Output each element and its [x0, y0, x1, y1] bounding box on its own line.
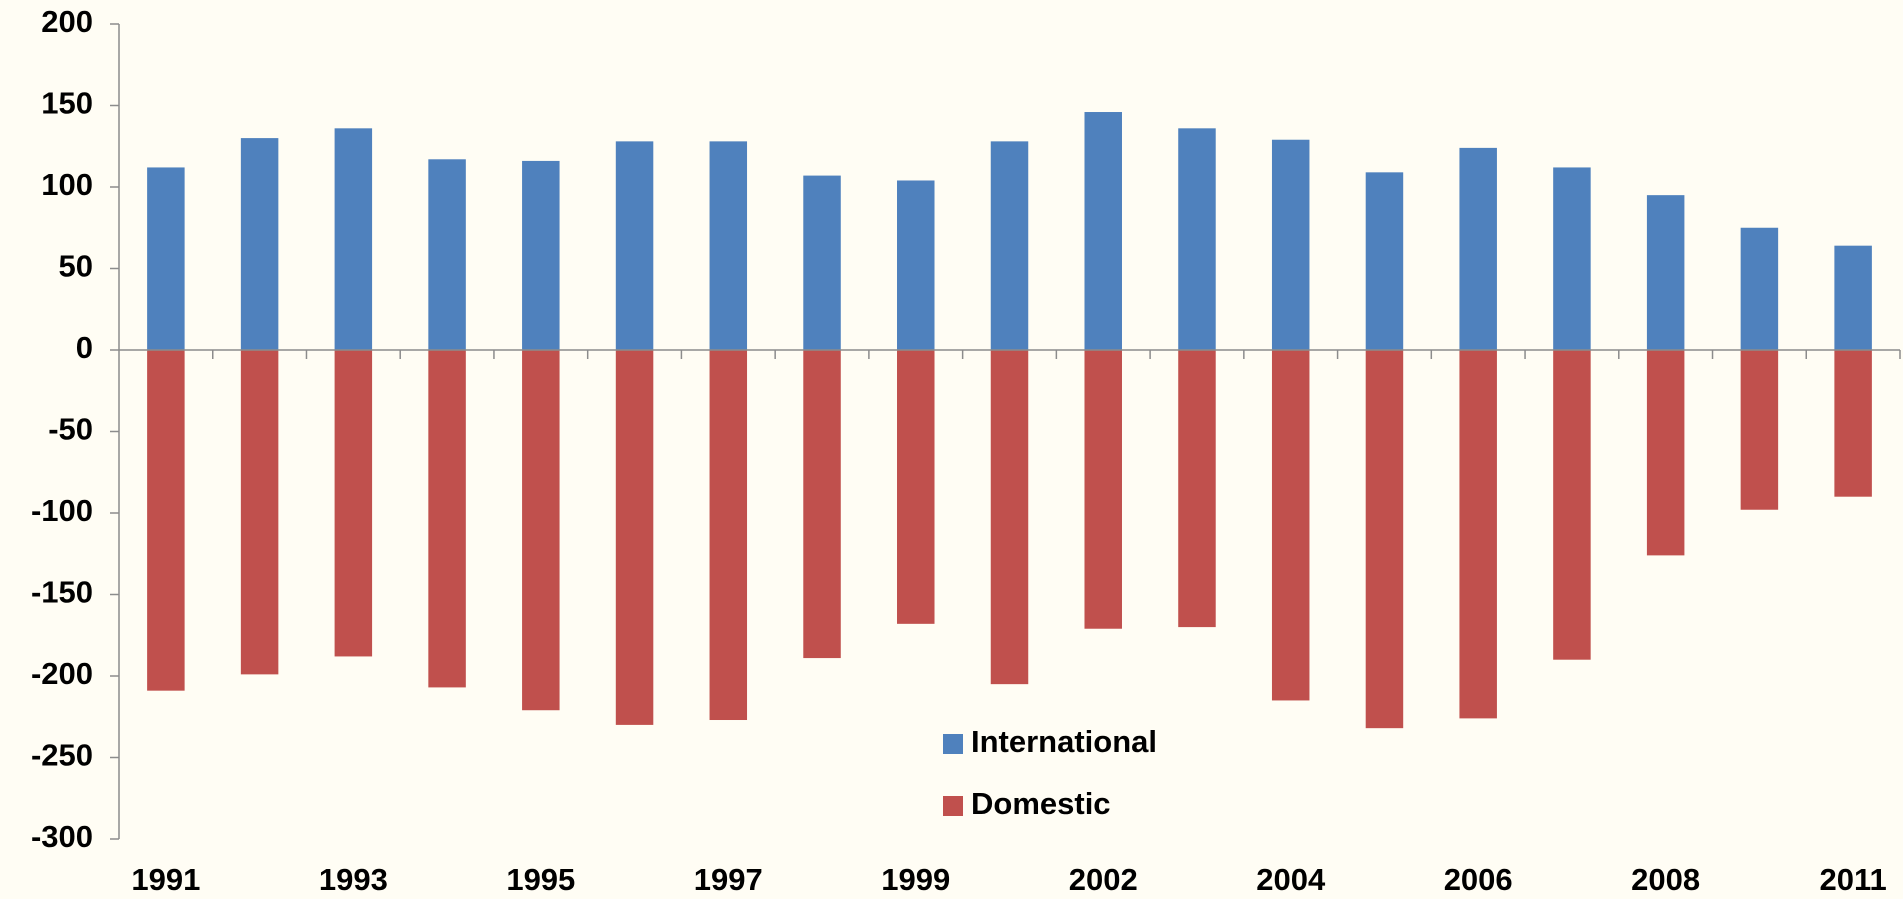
bar — [1740, 350, 1779, 510]
y-tick-label: 200 — [41, 4, 93, 39]
y-tick-label: 150 — [41, 86, 93, 121]
x-tick-label: 1999 — [881, 862, 950, 897]
y-tick-label: -150 — [31, 575, 93, 610]
legend-label: International — [971, 724, 1157, 759]
y-tick-label: -100 — [31, 493, 93, 528]
x-tick-label: 1997 — [694, 862, 763, 897]
y-tick-label: -200 — [31, 656, 93, 691]
y-tick-label: -250 — [31, 738, 93, 773]
bar — [1271, 350, 1310, 701]
bar — [1084, 112, 1122, 351]
x-tick-label: 2002 — [1069, 862, 1138, 897]
bar — [1646, 195, 1685, 350]
bar — [1459, 350, 1497, 719]
x-tick-label: 1991 — [131, 862, 200, 897]
bar — [1553, 167, 1591, 350]
y-tick-label: 0 — [76, 330, 93, 365]
bar — [147, 350, 185, 691]
bar — [1365, 350, 1404, 729]
bar — [522, 350, 560, 711]
bar — [803, 175, 841, 350]
bar — [615, 350, 654, 725]
bar — [709, 350, 748, 721]
bar — [1271, 139, 1310, 350]
bar — [1834, 350, 1872, 497]
bar — [428, 159, 466, 350]
bar — [240, 138, 279, 350]
y-tick-label: -50 — [48, 412, 93, 447]
legend-swatch — [943, 796, 963, 816]
y-tick-label: -300 — [31, 819, 93, 854]
y-tick-label: 100 — [41, 167, 93, 202]
bar — [709, 141, 748, 350]
bar — [897, 180, 935, 350]
bar — [428, 350, 466, 688]
legend-swatch — [943, 734, 963, 754]
bar — [1084, 350, 1122, 629]
legend-label: Domestic — [971, 786, 1111, 821]
y-tick-label: 50 — [59, 249, 93, 284]
bar — [334, 350, 373, 657]
x-tick-label: 2011 — [1819, 862, 1886, 897]
bar — [1834, 245, 1872, 350]
x-tick-label: 2004 — [1256, 862, 1326, 897]
bar — [990, 350, 1029, 685]
bar — [1459, 147, 1497, 350]
x-tick-label: 1993 — [319, 862, 388, 897]
x-tick-label: 2006 — [1444, 862, 1513, 897]
bar — [1740, 227, 1779, 350]
bar — [522, 160, 560, 350]
x-tick-label: 2008 — [1631, 862, 1700, 897]
bar — [1365, 172, 1404, 350]
bar — [1553, 350, 1591, 660]
bar — [147, 167, 185, 350]
bar — [240, 350, 279, 675]
bar — [897, 350, 935, 624]
bar — [1178, 350, 1216, 628]
bar — [990, 141, 1029, 350]
bar — [334, 128, 373, 350]
bar — [615, 141, 654, 350]
bar — [803, 350, 841, 659]
bar — [1178, 128, 1216, 350]
bar — [1646, 350, 1685, 556]
x-tick-label: 1995 — [506, 862, 575, 897]
